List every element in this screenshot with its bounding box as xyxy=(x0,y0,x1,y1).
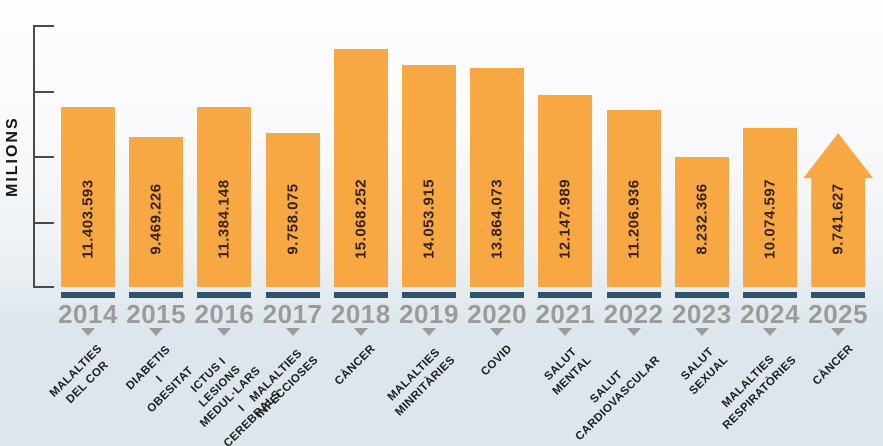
year-label-2015: 2015 xyxy=(126,299,187,329)
y-axis-tick xyxy=(33,286,54,288)
bar-base-strip xyxy=(606,292,661,298)
bar-value-label: 12.147.989 xyxy=(556,178,574,260)
bar-value-label: 14.053.915 xyxy=(420,178,438,260)
triangle-down-icon xyxy=(149,328,164,336)
bar-2023: 8.232.366 xyxy=(674,156,729,287)
bar-base-strip xyxy=(265,292,320,298)
triangle-down-icon xyxy=(353,328,368,336)
year-label-2023: 2023 xyxy=(671,299,732,329)
bar-base-strip xyxy=(333,292,388,298)
year-label-2022: 2022 xyxy=(603,299,664,329)
bar-value-label: 8.232.366 xyxy=(693,183,711,255)
bar-2015: 9.469.226 xyxy=(129,137,184,287)
triangle-down-icon xyxy=(285,328,300,336)
year-label-2024: 2024 xyxy=(740,299,800,329)
bar-value-label: 9.741.627 xyxy=(829,183,847,255)
bar-2018: 15.068.252 xyxy=(333,49,388,287)
bar-base-strip xyxy=(674,292,729,298)
category-label: COVID xyxy=(478,342,515,379)
bar-base-strip xyxy=(743,292,797,298)
bar-2024: 10.074.597 xyxy=(743,127,797,287)
y-axis-title: MILIONS xyxy=(4,116,21,198)
bar-2022: 11.206.936 xyxy=(606,109,661,287)
bar-value-label: 11.206.936 xyxy=(625,179,643,259)
bar-base-strip xyxy=(129,292,184,298)
bar-2025-arrow-up: 9.741.627 xyxy=(803,133,874,287)
bar-value-label: 11.403.593 xyxy=(79,179,97,259)
bar-base-strip xyxy=(811,292,866,298)
year-label-2016: 2016 xyxy=(194,299,255,329)
bar-value-label: 9.758.075 xyxy=(284,183,302,255)
bar-2020: 13.864.073 xyxy=(470,68,525,287)
y-axis-tick xyxy=(33,25,54,27)
year-label-2018: 2018 xyxy=(330,299,391,329)
triangle-down-icon xyxy=(831,328,846,336)
year-label-2019: 2019 xyxy=(399,299,459,329)
year-label-2014: 2014 xyxy=(58,299,118,329)
y-axis-tick xyxy=(33,90,54,93)
triangle-down-icon xyxy=(694,328,709,336)
bar-value-label: 11.384.148 xyxy=(215,179,233,259)
bar-value-label: 10.074.597 xyxy=(761,178,779,260)
year-label-2025: 2025 xyxy=(808,299,869,329)
category-label: CÀNCER xyxy=(810,342,856,388)
bar-base-strip xyxy=(61,292,115,298)
year-label-2017: 2017 xyxy=(262,299,323,329)
triangle-down-icon xyxy=(490,328,505,336)
triangle-down-icon xyxy=(422,328,436,336)
category-label: MALALTIES MINRITÀRIES xyxy=(385,346,458,419)
year-label-2021: 2021 xyxy=(535,299,596,329)
triangle-down-icon xyxy=(626,328,641,336)
category-label: CÀNCER xyxy=(333,342,378,388)
triangle-down-icon xyxy=(217,328,232,336)
bar-2021: 12.147.989 xyxy=(538,95,593,287)
bar-base-strip xyxy=(402,292,456,298)
bar-2014: 11.403.593 xyxy=(61,106,115,287)
y-axis-tick xyxy=(33,221,54,224)
bar-2016: 11.384.148 xyxy=(197,107,252,287)
category-label: MALALTIES DEL COR xyxy=(48,342,112,406)
triangle-down-icon xyxy=(558,328,573,336)
bar-base-strip xyxy=(197,292,252,298)
category-label: SALUT SEXUAL xyxy=(678,345,730,397)
category-label: SALUT MENTAL xyxy=(542,345,594,398)
bar-2019: 14.053.915 xyxy=(402,65,456,287)
bar-2017: 9.758.075 xyxy=(265,132,320,287)
y-axis-tick xyxy=(33,156,54,158)
bar-base-strip xyxy=(470,292,525,298)
bar-value-label: 15.068.252 xyxy=(352,178,370,260)
triangle-down-icon xyxy=(81,328,95,336)
bar-value-label: 9.469.226 xyxy=(147,183,165,255)
bar-base-strip xyxy=(538,292,593,298)
year-label-2020: 2020 xyxy=(467,299,528,329)
bar-value-label: 13.864.073 xyxy=(488,178,506,260)
triangle-down-icon xyxy=(763,328,777,336)
